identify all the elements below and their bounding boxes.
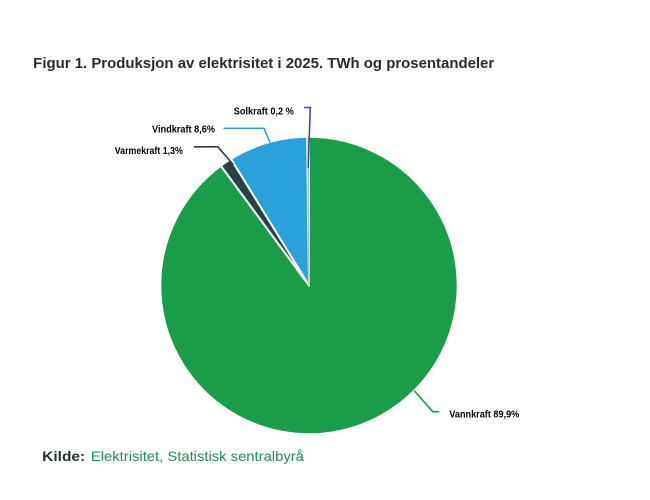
svg-text:Elektrisitet, Statistisk sentr: Elektrisitet, Statistisk sentralbyrå [91, 449, 304, 464]
svg-text:Vannkraft 89,9%: Vannkraft 89,9% [449, 409, 519, 420]
svg-text:Figur 1. Produksjon av elektri: Figur 1. Produksjon av elektrisitet i 20… [33, 56, 494, 72]
svg-text:Kilde:: Kilde: [42, 449, 85, 464]
svg-text:Vindkraft 8,6%: Vindkraft 8,6% [152, 124, 215, 135]
svg-text:Solkraft 0,2 %: Solkraft 0,2 % [234, 106, 294, 117]
svg-text:Varmekraft 1,3%: Varmekraft 1,3% [115, 146, 183, 157]
